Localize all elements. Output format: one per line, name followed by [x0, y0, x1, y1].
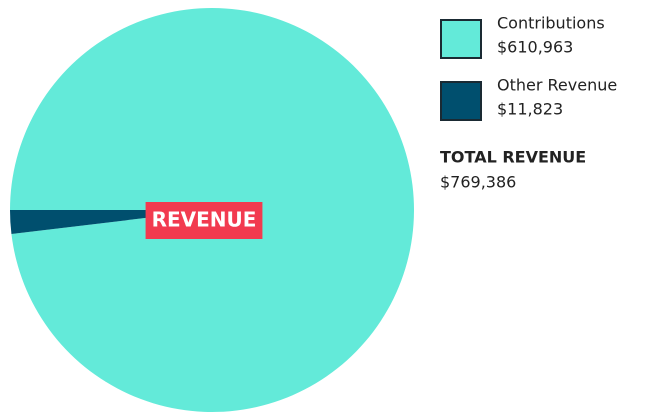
legend-swatch — [440, 81, 482, 121]
legend-value: $610,963 — [497, 38, 573, 57]
legend-value: $11,823 — [497, 100, 563, 119]
total-value: $769,386 — [440, 173, 516, 192]
center-label: REVENUE — [152, 208, 257, 232]
total-title: TOTAL REVENUE — [440, 148, 586, 167]
legend: Contributions $610,963 Other Revenue $11,82… — [440, 14, 617, 121]
center-label-bg — [145, 202, 263, 239]
legend-swatch — [440, 19, 482, 59]
legend-label: Other Revenue — [497, 76, 617, 95]
legend-label: Contributions — [497, 14, 605, 33]
